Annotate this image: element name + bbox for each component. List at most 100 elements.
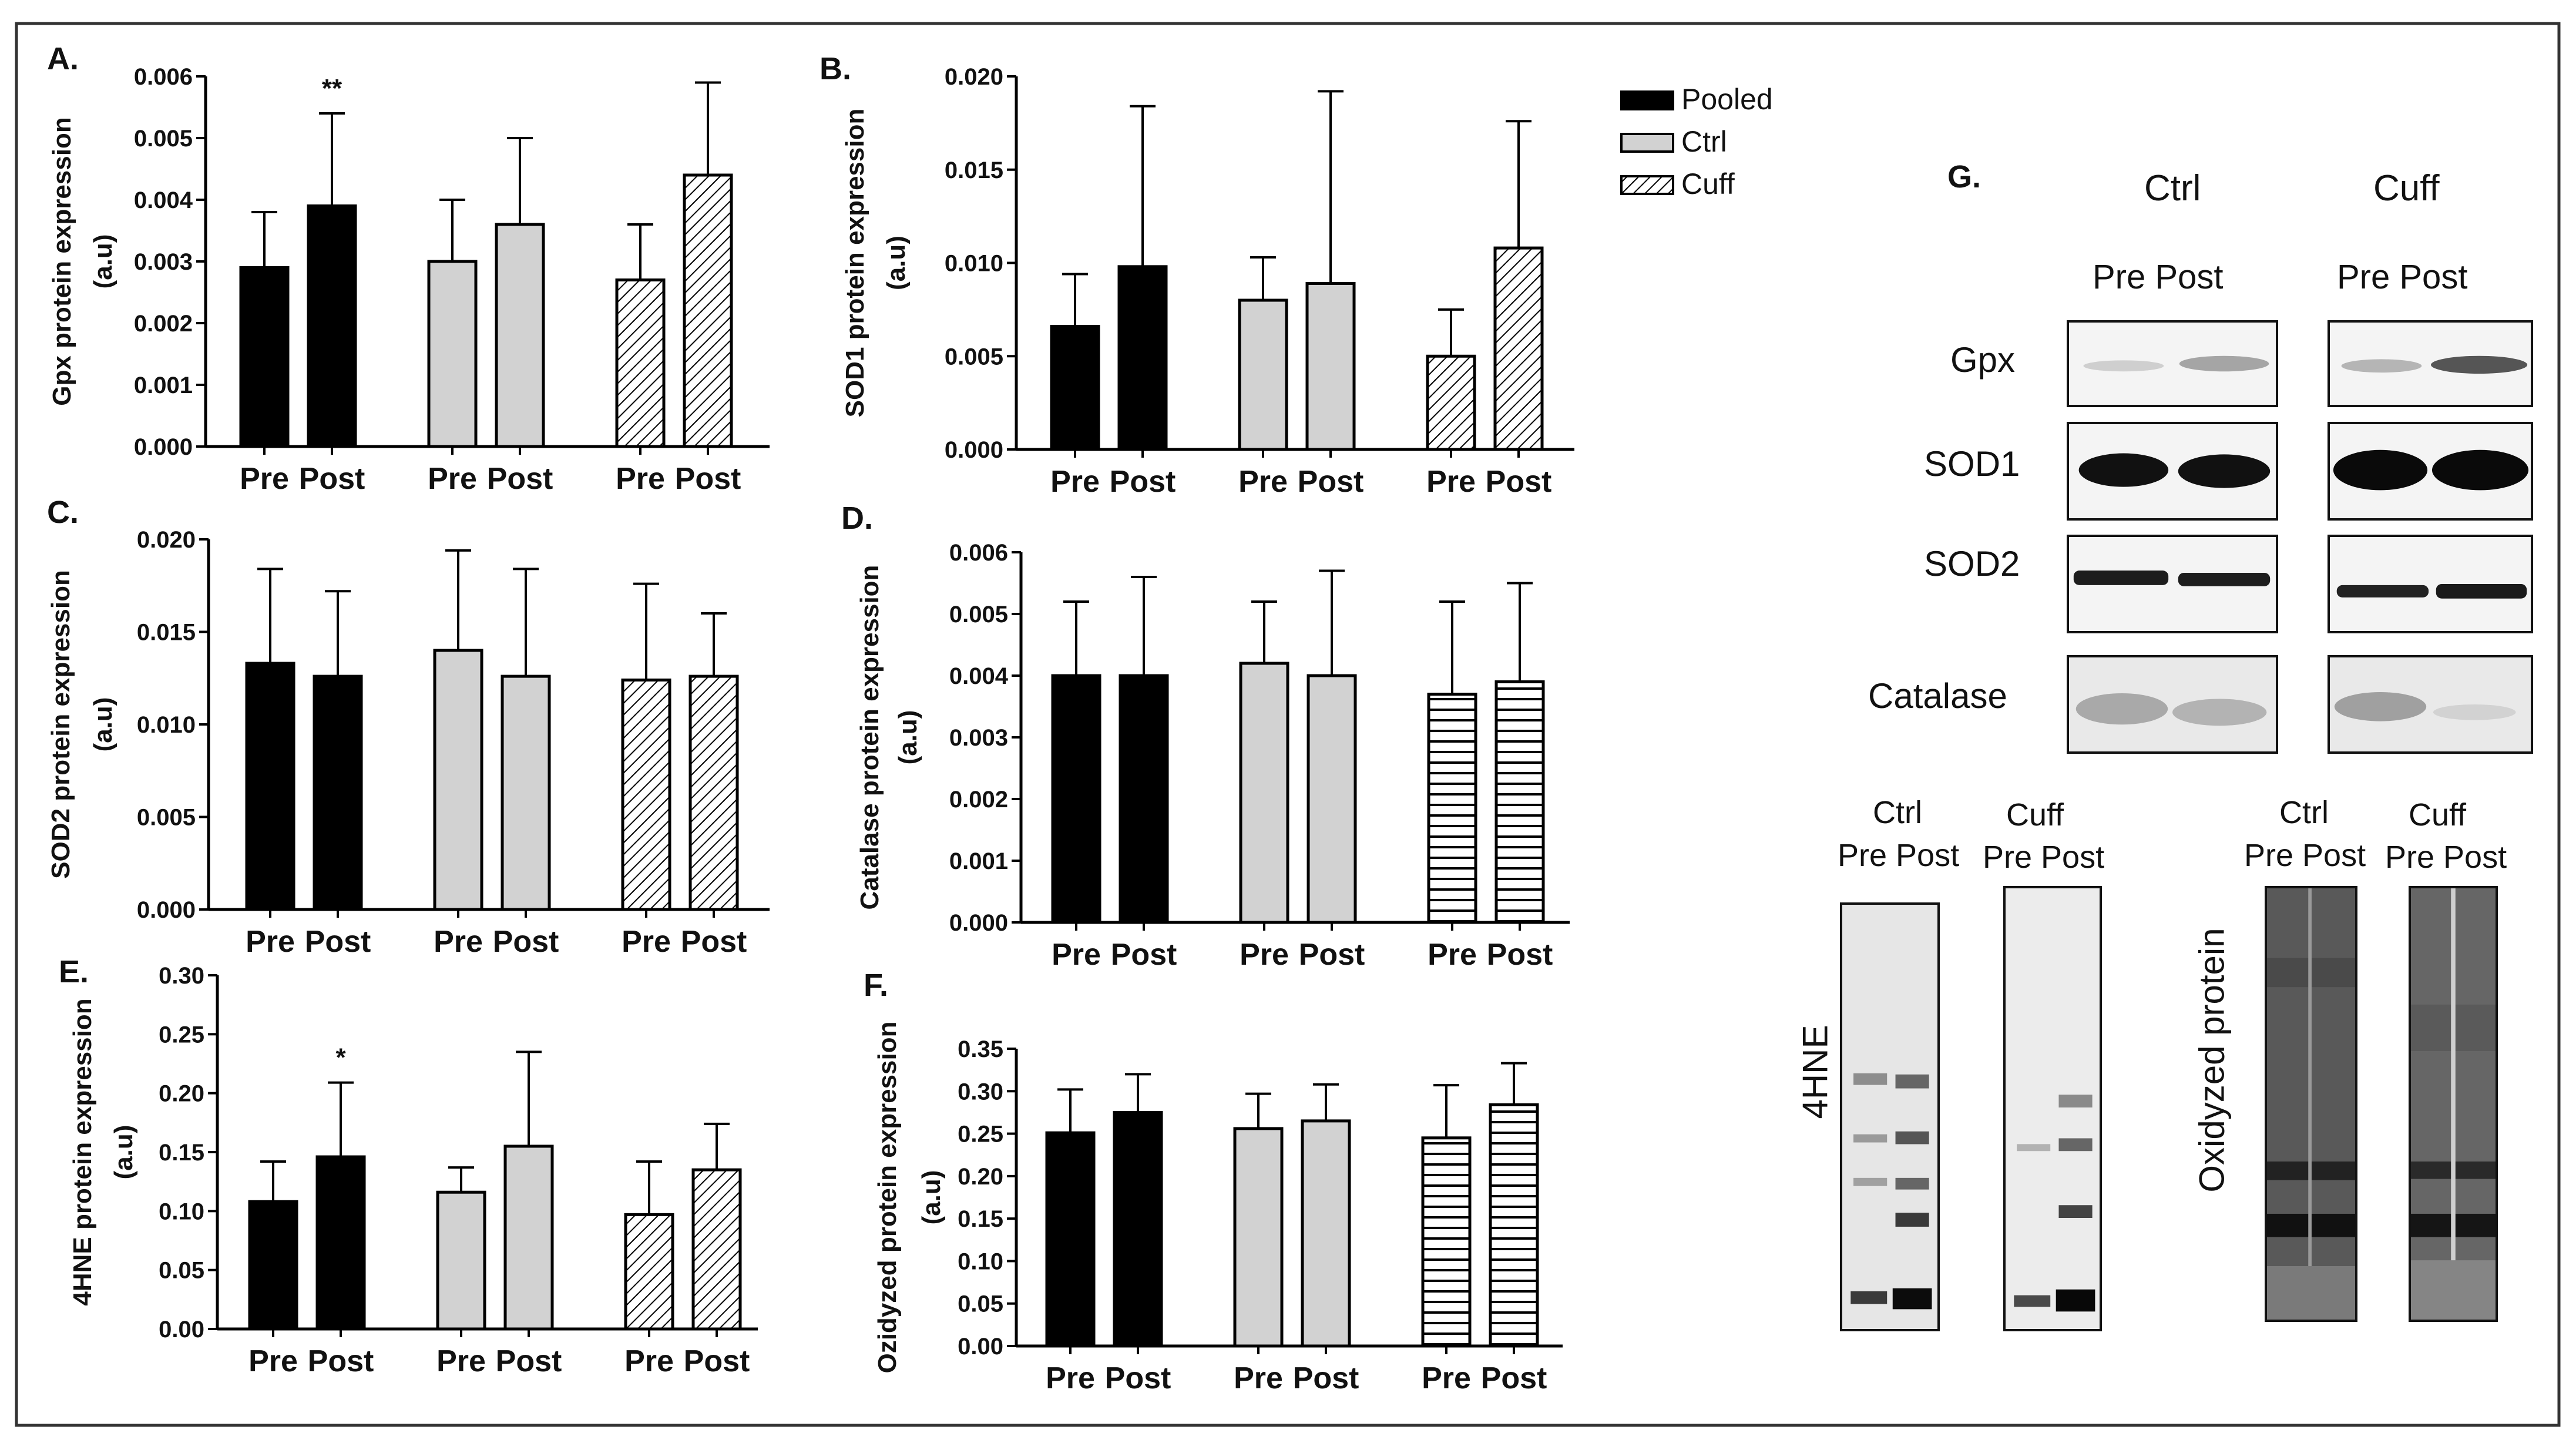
bar-cuff-post: [1489, 1103, 1539, 1348]
bar-cuff-pre: [1426, 354, 1476, 451]
bar-pooled-post: [315, 1155, 366, 1331]
x-tick-label: Pre: [1240, 938, 1289, 972]
bar-ctrl-post: [503, 1144, 554, 1331]
lower-header-cuff-2: Cuff: [2409, 797, 2467, 833]
y-tick-label: 0.10: [159, 1199, 204, 1224]
bar-pooled-post: [313, 674, 363, 911]
y-tick-label: 0.35: [958, 1036, 1003, 1062]
x-tick-label: Pre: [1238, 465, 1288, 499]
y-tick-label: 0.004: [949, 663, 1009, 689]
bar-pooled-pre: [239, 266, 290, 448]
y-tick-label: 0.25: [159, 1022, 204, 1048]
legend-swatch-ctrl: [1620, 133, 1674, 153]
chart-3: 0.000 0.005 0.010 0.015 0.020 Pre Post Pre Post P…: [46, 495, 770, 959]
bar-ctrl-post: [1301, 1119, 1351, 1348]
legend-label-pooled: Pooled: [1681, 83, 1773, 116]
bar-cuff-pre: [1421, 1136, 1472, 1348]
y-tick-label: 0.000: [949, 910, 1008, 936]
bar-cuff-pre: [615, 278, 666, 448]
blot-catalase-ctrl: [2067, 655, 2278, 754]
bar-cuff-pre: [1427, 693, 1477, 924]
x-tick-label: Post: [1486, 465, 1552, 499]
y-tick-label: 0.020: [945, 64, 1003, 90]
y-tick-label: 0.00: [958, 1334, 1003, 1360]
x-tick-label: Post: [1293, 1361, 1359, 1395]
y-tick-label: 0.15: [958, 1206, 1003, 1232]
y-tick-label: 0.000: [137, 897, 196, 923]
lower-label-4hne: 4HNE: [1795, 1025, 1835, 1119]
bar-ctrl-pre: [1233, 1127, 1284, 1348]
y-tick-label: 0.002: [949, 787, 1008, 813]
blot-sod2-cuff: [2328, 535, 2533, 633]
y-tick-label: 0.004: [134, 187, 193, 213]
bar-pooled-post: [307, 204, 357, 448]
x-tick-label: Pre: [246, 925, 295, 959]
y-tick-label: 0.015: [945, 157, 1003, 183]
y-tick-label: 0.003: [134, 249, 193, 275]
blot-lanes-ctrl: Pre Post: [2093, 258, 2224, 296]
panel-label: E.: [59, 954, 89, 989]
panel-label: F.: [864, 968, 888, 1003]
x-tick-label: Pre: [1234, 1361, 1283, 1395]
charts-layer: 0.000 0.001 0.002 0.003 0.004 0.005 0.006 Pre Po…: [46, 41, 1574, 1395]
y-axis-label: Gpx protein expression: [48, 117, 76, 405]
blot-sod1-cuff: [2328, 422, 2533, 521]
y-axis-label: SOD1 protein expression: [841, 109, 869, 418]
y-tick-label: 0.005: [945, 344, 1003, 370]
y-tick-label: 0.001: [949, 848, 1008, 874]
x-tick-label: Post: [487, 462, 553, 496]
x-tick-label: Pre: [428, 462, 477, 496]
panel-label-g: G.: [1947, 159, 1981, 194]
y-tick-label: 0.000: [134, 434, 193, 460]
x-tick-label: Pre: [240, 462, 289, 496]
y-tick-label: 0.00: [159, 1317, 204, 1342]
bar-ctrl-pre: [1239, 662, 1289, 924]
y-tick-label: 0.015: [137, 620, 196, 646]
blot-oxidyzed-cuff: [2409, 886, 2498, 1322]
figure-border: [15, 22, 2561, 1427]
y-axis-label: Ozidyzed protein expression: [873, 1021, 902, 1373]
bar-ctrl-pre: [436, 1190, 486, 1331]
bar-pooled-post: [1117, 265, 1168, 451]
y-axis-label-units: (a.u): [917, 1170, 946, 1225]
bar-ctrl-post: [1307, 674, 1357, 924]
bar-ctrl-post: [1305, 281, 1356, 451]
y-tick-label: 0.05: [958, 1291, 1003, 1317]
x-tick-label: Post: [1110, 465, 1176, 499]
y-tick-label: 0.30: [159, 963, 204, 989]
chart-2: 0.000 0.005 0.010 0.015 0.020 Pre Post Pre Post P…: [820, 51, 1574, 499]
x-tick-label: Post: [1481, 1361, 1547, 1395]
x-tick-label: Pre: [1426, 465, 1476, 499]
x-tick-label: Pre: [1050, 465, 1100, 499]
x-tick-label: Post: [684, 1344, 750, 1378]
chart-5: 0.00 0.05 0.10 0.15 0.20 0.25 0.30 Pre Post Pre Po…: [59, 954, 758, 1378]
y-axis-label-units: (a.u): [109, 1125, 138, 1180]
bar-pooled-pre: [248, 1200, 298, 1331]
legend: Pooled Ctrl Cuff: [1620, 83, 1773, 200]
y-tick-label: 0.30: [958, 1079, 1003, 1105]
y-tick-label: 0.010: [945, 251, 1003, 277]
bar-pooled-pre: [1051, 674, 1101, 924]
y-tick-label: 0.001: [134, 372, 193, 398]
blot-4hne-cuff: [2003, 886, 2102, 1331]
y-axis-label-units: (a.u): [894, 710, 922, 765]
panel-label: D.: [841, 501, 873, 536]
bar-cuff-post: [688, 674, 739, 911]
y-tick-label: 0.10: [958, 1248, 1003, 1274]
x-tick-label: Post: [681, 925, 747, 959]
bar-pooled-pre: [1045, 1131, 1096, 1348]
x-tick-label: Post: [1111, 938, 1177, 972]
y-tick-label: 0.005: [134, 126, 193, 152]
lower-lanes-cuff-2: Pre Post: [2385, 840, 2507, 875]
legend-label-cuff: Cuff: [1681, 167, 1735, 200]
x-tick-label: Post: [1298, 465, 1364, 499]
x-tick-label: Post: [308, 1344, 374, 1378]
x-tick-label: Post: [299, 462, 365, 496]
lower-lanes-ctrl-1: Pre Post: [1838, 838, 1960, 873]
significance-marker: **: [322, 74, 342, 103]
y-axis-label-units: (a.u): [89, 697, 117, 752]
y-tick-label: 0.020: [137, 527, 196, 553]
bar-cuff-pre: [621, 678, 671, 911]
lower-lanes-cuff-1: Pre Post: [1983, 840, 2105, 875]
x-tick-label: Pre: [248, 1344, 298, 1378]
